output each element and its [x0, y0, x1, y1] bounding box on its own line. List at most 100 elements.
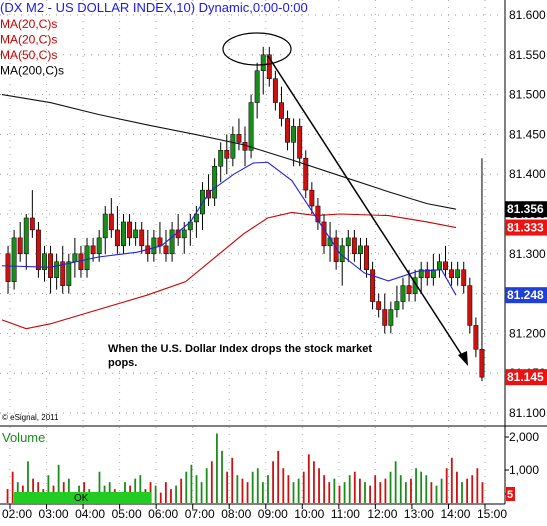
volume-value-label: 5 — [507, 489, 513, 501]
candle-body — [127, 221, 133, 239]
x-tick-label: 12:00 — [367, 507, 397, 521]
candle-body — [114, 229, 120, 247]
status-ok-bar — [14, 492, 151, 503]
candle-body — [35, 229, 41, 270]
x-tick-label: 08:00 — [221, 507, 251, 521]
candle-body — [17, 237, 23, 255]
x-tick-label: 14:00 — [440, 507, 470, 521]
candle-body — [333, 237, 339, 263]
candle-body — [400, 285, 406, 302]
candle-body — [218, 150, 224, 167]
x-tick-label: 11:00 — [331, 507, 360, 521]
candle-body — [467, 285, 473, 326]
candle-body — [260, 54, 266, 71]
candle-body — [479, 349, 485, 378]
legend-entry: MA(200,C)s — [0, 64, 64, 78]
candle-body — [424, 269, 430, 278]
candle-body — [376, 301, 382, 310]
candle-body — [48, 253, 54, 278]
candle-body — [430, 269, 436, 278]
candle-body — [121, 221, 126, 247]
candle-body — [11, 237, 17, 282]
x-tick-label: 05:00 — [112, 507, 142, 521]
candle-body — [236, 134, 242, 143]
candle-body — [370, 269, 376, 302]
copyright-text: © eSignal, 2011 — [2, 413, 59, 422]
candle-body — [108, 213, 114, 231]
candle-body — [461, 269, 467, 286]
x-tick-label: 03:00 — [39, 507, 69, 521]
price-label: 81.356 — [507, 202, 544, 216]
candle-body — [78, 253, 84, 270]
candle-body — [254, 70, 260, 103]
candle-body — [224, 150, 230, 159]
candle-body — [151, 237, 157, 255]
candle-body — [23, 217, 29, 255]
annotation-box — [103, 337, 410, 371]
candle-body — [418, 269, 424, 278]
candle-body — [382, 309, 388, 326]
peak-highlight-ellipse — [222, 32, 292, 66]
price-label: 81.145 — [507, 370, 544, 384]
candle-body — [309, 189, 315, 207]
x-tick-label: 15:00 — [477, 507, 507, 521]
candle-body — [351, 237, 357, 255]
candle-body — [279, 102, 284, 119]
trend-arrow-line — [267, 55, 464, 358]
candle-body — [303, 158, 309, 191]
candle-body — [90, 245, 96, 255]
candle-body — [5, 253, 11, 282]
price-label: 81.248 — [507, 288, 544, 302]
candle-body — [29, 217, 35, 231]
legend-entry: MA(20,C)s — [0, 17, 57, 31]
candle-body — [285, 118, 290, 143]
price-label-badge — [505, 369, 547, 386]
trend-arrow-head — [458, 351, 468, 366]
candle-body — [212, 165, 218, 199]
candle-body — [443, 261, 448, 270]
candle-body — [139, 229, 145, 247]
candle-body — [321, 221, 327, 247]
x-tick-label: 02:00 — [2, 507, 32, 521]
candle-body — [248, 102, 254, 151]
candle-body — [72, 253, 78, 263]
ma20-line — [1, 161, 457, 296]
volume-y-tick-label: 1,000 — [509, 463, 539, 477]
annotation-text-line2: pops. — [108, 357, 137, 369]
x-tick-label: 10:00 — [294, 507, 324, 521]
x-tick-label: 06:00 — [148, 507, 178, 521]
candle-body — [364, 245, 369, 270]
candle-body — [163, 245, 169, 255]
x-tick-label: 07:00 — [185, 507, 215, 521]
x-tick-label: 13:00 — [404, 507, 434, 521]
y-tick-label: 81.100 — [509, 406, 546, 420]
y-tick-label: 81.400 — [509, 167, 546, 181]
y-tick-label: 81.600 — [509, 8, 546, 22]
candle-body — [436, 261, 442, 270]
chart-title: (DX M2 - US DOLLAR INDEX,10) Dynamic,0:0… — [0, 0, 308, 15]
price-label-badge — [505, 201, 547, 218]
candle-body — [388, 309, 394, 326]
volume-value-badge — [506, 487, 515, 501]
candle-body — [473, 325, 479, 350]
candle-body — [297, 126, 303, 159]
y-tick-label: 81.300 — [509, 247, 546, 261]
candle-body — [193, 213, 199, 223]
candle-body — [315, 205, 321, 223]
candle-body — [54, 261, 60, 278]
legend-entry: MA(20,C)s — [0, 33, 57, 47]
candle-body — [66, 261, 72, 286]
status-ok-label: OK — [74, 493, 89, 504]
price-label-badge — [505, 287, 547, 304]
candle-body — [266, 54, 272, 79]
candle-body — [345, 237, 351, 247]
candle-body — [96, 237, 102, 255]
ma200-line — [1, 94, 457, 210]
price-label-badge — [505, 219, 547, 236]
candle-body — [60, 261, 66, 286]
candle-body — [394, 301, 400, 310]
x-tick-label: 04:00 — [75, 507, 105, 521]
y-tick-label: 81.450 — [509, 127, 546, 141]
